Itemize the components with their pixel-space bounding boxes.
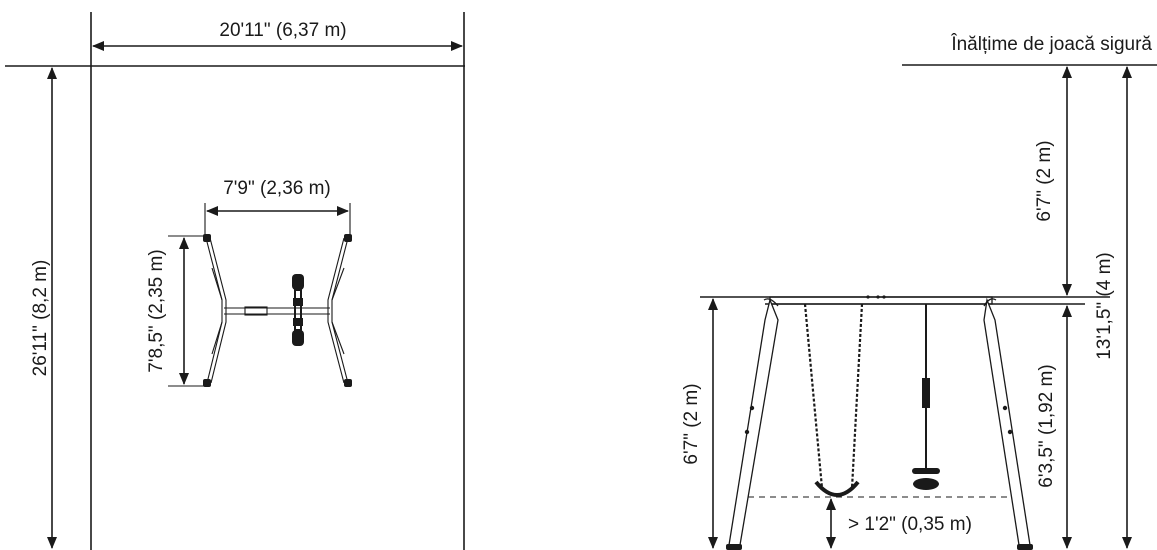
safe-zone-title: Înălțime de joacă sigură	[950, 33, 1152, 55]
zone-width-label: 20'11" (6,37 m)	[219, 20, 346, 41]
ground-clearance-label: > 1'2" (0,35 m)	[848, 514, 972, 535]
zone-length-label: 26'11" (8,2 m)	[30, 260, 51, 377]
frame-width-label: 7'9" (2,36 m)	[223, 178, 331, 199]
belt-swing	[803, 303, 864, 497]
swing-frame-top-view	[203, 234, 352, 387]
top-view-plan: 20'11" (6,37 m) 26'11" (8,2 m) 7'9" (2,3…	[5, 12, 465, 550]
frame-height-label: 6'3,5" (1,92 m)	[1036, 364, 1057, 487]
frame-depth-label: 7'8,5" (2,35 m)	[146, 249, 167, 372]
glider-swing	[912, 304, 940, 490]
swing-set-frame	[726, 295, 1033, 550]
upper-clearance-label: 6'7" (2 m)	[1034, 140, 1055, 221]
side-elevation: Înălțime de joacă sigură 6'7" (2 m) 13'1…	[681, 33, 1157, 550]
total-height-label: 13'1,5" (4 m)	[1094, 252, 1115, 360]
seat-height-label: 6'7" (2 m)	[681, 383, 702, 464]
